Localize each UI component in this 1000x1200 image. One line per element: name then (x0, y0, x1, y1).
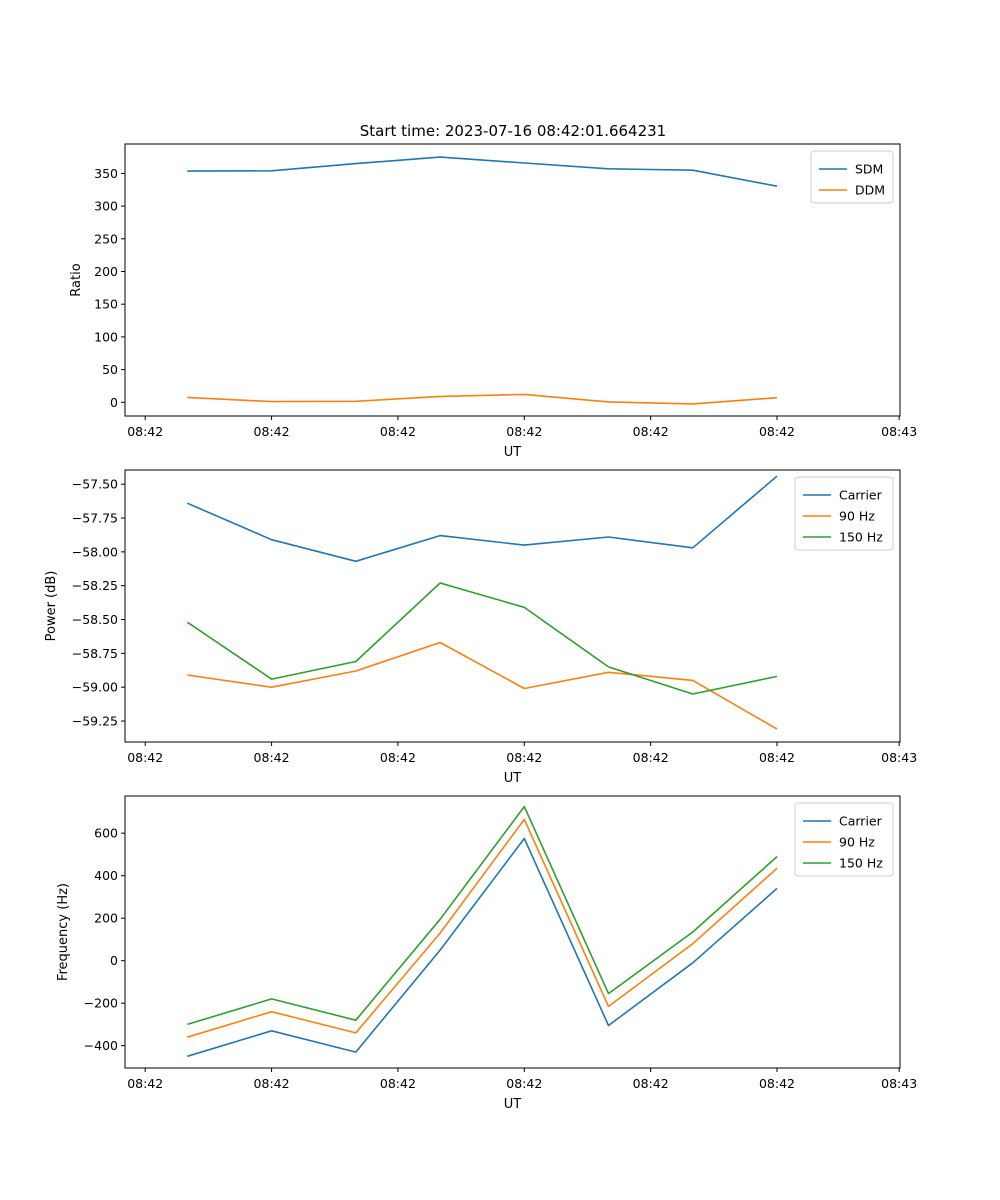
y-axis-label: Power (dB) (44, 571, 59, 642)
y-tick-label: −400 (84, 1038, 118, 1053)
legend-label: 150 Hz (839, 530, 883, 545)
series-line-90-hz (187, 641, 778, 730)
x-tick-label: 08:42 (506, 750, 542, 765)
x-tick-label: 08:42 (759, 424, 795, 439)
series-line-sdm (187, 156, 778, 187)
y-tick-label: 150 (94, 297, 118, 312)
x-tick-label: 08:42 (254, 750, 290, 765)
x-tick-label: 08:42 (380, 424, 416, 439)
axes-frame (124, 795, 901, 1069)
axes-frame (124, 143, 901, 417)
series-line-carrier (187, 837, 778, 1058)
x-tick-label: 08:42 (759, 1076, 795, 1091)
x-tick-label: 08:43 (881, 424, 917, 439)
x-tick-label: 08:42 (380, 750, 416, 765)
legend-label: Carrier (839, 488, 883, 503)
axes-frame (124, 469, 901, 743)
x-tick-label: 08:42 (254, 1076, 290, 1091)
legend-label: DDM (855, 183, 885, 198)
x-tick-label: 08:42 (506, 1076, 542, 1091)
y-tick-label: −200 (84, 996, 118, 1011)
x-tick-label: 08:42 (127, 424, 163, 439)
legend-label: SDM (855, 162, 883, 177)
legend: Carrier 90 Hz 150 Hz (794, 476, 894, 551)
x-tick-label: 08:42 (633, 424, 669, 439)
y-tick-label: −59.25 (72, 714, 118, 729)
legend-label: 150 Hz (839, 856, 883, 871)
series-line-150-hz (186, 582, 778, 695)
x-tick-label: 08:42 (506, 424, 542, 439)
x-tick-label: 08:42 (380, 1076, 416, 1091)
y-tick-label: −59.00 (72, 680, 118, 695)
x-tick-label: 08:43 (881, 1076, 917, 1091)
series-line-carrier (186, 475, 778, 563)
y-tick-label: 0 (110, 953, 118, 968)
x-tick-label: 08:42 (759, 750, 795, 765)
x-tick-label: 08:42 (127, 1076, 163, 1091)
y-axis-label: Frequency (Hz) (56, 883, 71, 981)
y-tick-label: −58.75 (72, 646, 118, 661)
y-tick-label: 300 (94, 199, 118, 214)
y-tick-label: 0 (110, 395, 118, 410)
y-tick-label: 600 (94, 826, 118, 841)
x-axis-label: UT (504, 771, 522, 786)
y-tick-label: 250 (94, 231, 118, 246)
y-tick-label: −58.00 (72, 544, 118, 559)
power-chart: −57.50 −57.75 −58.00 −58.25 −58.50 −58.75 −59.… (44, 469, 917, 786)
y-tick-label: −58.25 (72, 578, 118, 593)
ratio-chart: 0 50 100 150 200 250 300 350 08:42 08:42 08:42 08:4… (69, 143, 917, 460)
legend-label: 90 Hz (839, 835, 875, 850)
x-tick-label: 08:42 (633, 750, 669, 765)
y-tick-label: 350 (94, 166, 118, 181)
x-tick-label: 08:42 (254, 424, 290, 439)
y-tick-label: 50 (102, 362, 118, 377)
y-tick-label: −57.50 (72, 477, 118, 492)
series-line-ddm (187, 393, 778, 405)
series-line-90-hz (187, 818, 778, 1038)
x-tick-label: 08:43 (881, 750, 917, 765)
legend: Carrier 90 Hz 150 Hz (794, 802, 894, 877)
y-tick-label: 400 (94, 868, 118, 883)
y-tick-label: −58.50 (72, 612, 118, 627)
y-tick-label: 200 (94, 911, 118, 926)
legend-label: 90 Hz (839, 509, 875, 524)
series-line-150-hz (187, 805, 778, 1026)
y-tick-label: 100 (94, 329, 118, 344)
frequency-chart: −400 −200 0 200 400 600 08:42 08:42 08:42 08:42 08… (56, 795, 917, 1112)
y-tick-label: 200 (94, 264, 118, 279)
y-tick-label: −57.75 (72, 511, 118, 526)
x-axis-label: UT (504, 445, 522, 460)
figure-title: Start time: 2023-07-16 08:42:01.664231 (360, 122, 666, 140)
legend-label: Carrier (839, 814, 883, 829)
legend: SDM DDM (810, 150, 894, 204)
x-tick-label: 08:42 (633, 1076, 669, 1091)
x-axis-label: UT (504, 1097, 522, 1112)
x-tick-label: 08:42 (127, 750, 163, 765)
y-axis-label: Ratio (69, 263, 84, 296)
